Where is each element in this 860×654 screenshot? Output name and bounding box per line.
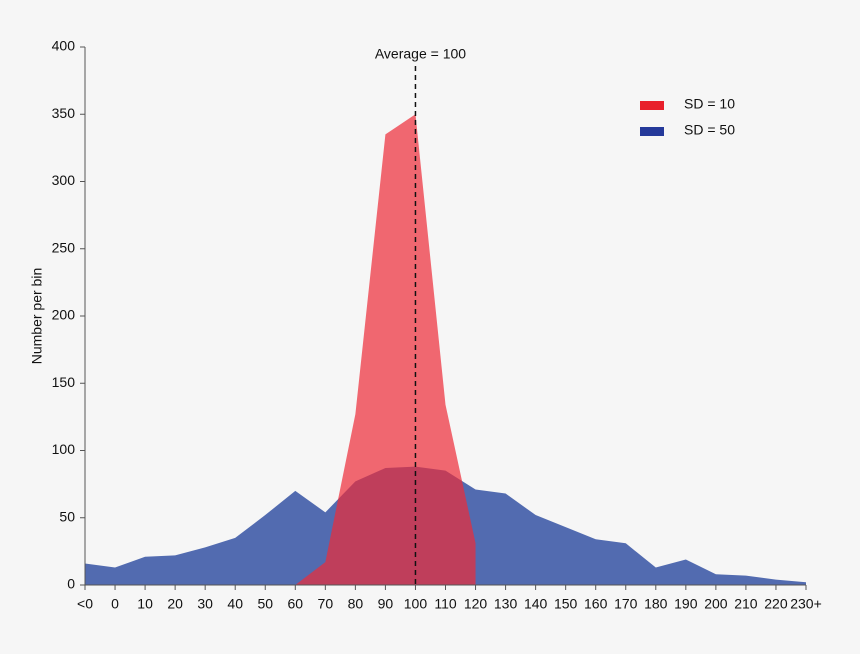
x-tick-label: 200 [704,596,728,612]
y-tick-label: 250 [52,239,76,255]
y-tick-label: 0 [67,576,75,592]
x-tick-label: 160 [584,596,608,612]
x-tick-label: 50 [257,596,273,612]
x-tick-label: 210 [734,596,758,612]
x-tick-label: 230+ [790,596,822,612]
x-tick-label: <0 [77,596,93,612]
x-tick-label: 40 [227,596,243,612]
annotation: Average = 100 [375,46,466,62]
x-tick-label: 100 [404,596,428,612]
x-tick-label: 30 [197,596,213,612]
y-tick-label: 200 [52,307,76,323]
x-tick-label: 10 [137,596,153,612]
x-tick-label: 0 [111,596,119,612]
x-tick-label: 20 [167,596,183,612]
x-tick-label: 180 [644,596,668,612]
x-tick-label: 130 [494,596,518,612]
x-tick-label: 120 [464,596,488,612]
y-axis-label: Number per bin [29,268,45,365]
x-tick-label: 70 [318,596,334,612]
y-tick-label: 350 [52,105,76,121]
x-tick-label: 190 [674,596,698,612]
y-tick-label: 100 [52,441,76,457]
legend-label: SD = 10 [684,96,735,112]
legend-label: SD = 50 [684,122,735,138]
x-tick-label: 220 [764,596,788,612]
x-tick-label: 110 [434,596,457,612]
legend-swatch [640,101,664,110]
x-tick-label: 170 [614,596,638,612]
x-tick-label: 80 [348,596,364,612]
x-tick-label: 90 [378,596,394,612]
x-tick-label: 60 [288,596,304,612]
y-tick-label: 300 [52,172,76,188]
area [295,114,476,585]
legend-swatch [640,127,664,136]
x-tick-label: 140 [524,596,548,612]
y-tick-label: 50 [59,508,75,524]
x-tick-label: 150 [554,596,578,612]
y-tick-label: 150 [52,374,76,390]
y-tick-label: 400 [52,38,76,54]
